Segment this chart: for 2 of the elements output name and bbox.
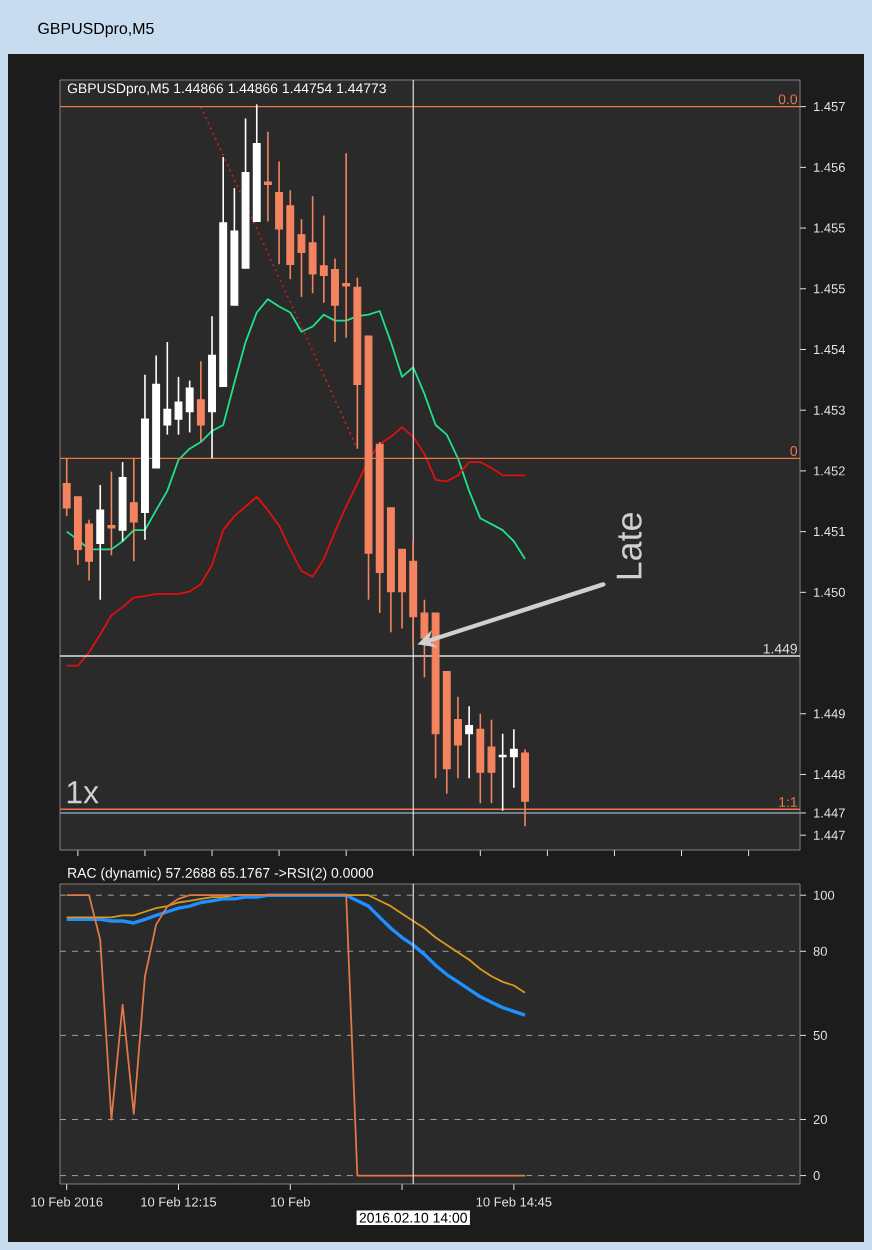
annotation: 1x xyxy=(67,781,99,804)
annotation: Late xyxy=(616,513,642,579)
